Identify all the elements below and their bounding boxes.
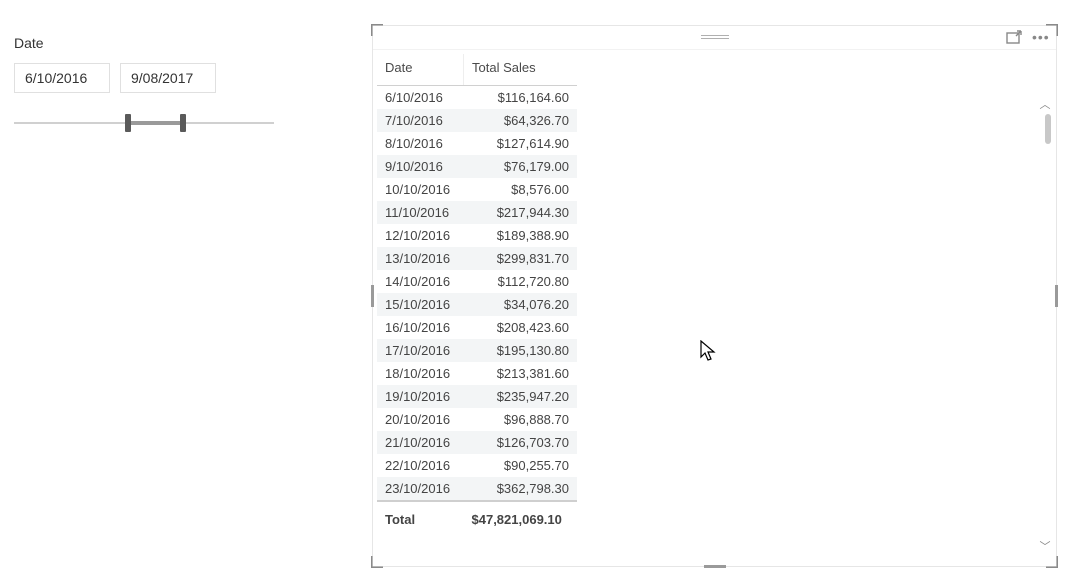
cell-total-sales: $64,326.70 [464,109,578,132]
table-row[interactable]: 22/10/2016$90,255.70 [377,454,577,477]
scroll-down-icon[interactable]: ﹀ [1038,538,1052,552]
cell-date: 11/10/2016 [377,201,464,224]
column-header-date[interactable]: Date [377,54,464,86]
visual-header-icons: ••• [1006,30,1048,46]
cell-total-sales: $112,720.80 [464,270,578,293]
table-row[interactable]: 7/10/2016$64,326.70 [377,109,577,132]
visual-header: ••• [373,26,1056,50]
cell-date: 10/10/2016 [377,178,464,201]
cell-date: 22/10/2016 [377,454,464,477]
cell-date: 13/10/2016 [377,247,464,270]
cell-total-sales: $195,130.80 [464,339,578,362]
drag-handle-icon[interactable] [701,35,729,41]
cell-date: 20/10/2016 [377,408,464,431]
cell-total-sales: $217,944.30 [464,201,578,224]
slicer-handle-start[interactable] [125,114,131,132]
table-row[interactable]: 17/10/2016$195,130.80 [377,339,577,362]
cell-date: 23/10/2016 [377,477,464,501]
table-row[interactable]: 12/10/2016$189,388.90 [377,224,577,247]
table-visual-container[interactable]: ••• Date Total Sales 6/10/2016$116,164.6… [372,25,1057,567]
table-row[interactable]: 10/10/2016$8,576.00 [377,178,577,201]
scroll-up-icon[interactable]: ︿ [1038,96,1052,110]
cell-date: 6/10/2016 [377,86,464,110]
table-row[interactable]: 19/10/2016$235,947.20 [377,385,577,408]
focus-mode-icon[interactable] [1006,30,1022,46]
table-row[interactable]: 23/10/2016$362,798.30 [377,477,577,501]
cell-date: 9/10/2016 [377,155,464,178]
cell-total-sales: $96,888.70 [464,408,578,431]
cell-total-sales: $299,831.70 [464,247,578,270]
sales-table: Date Total Sales 6/10/2016$116,164.607/1… [377,54,577,537]
table-row[interactable]: 8/10/2016$127,614.90 [377,132,577,155]
cell-total-sales: $208,423.60 [464,316,578,339]
cell-date: 19/10/2016 [377,385,464,408]
slicer-track[interactable] [14,113,274,133]
cell-date: 21/10/2016 [377,431,464,454]
table-row[interactable]: 13/10/2016$299,831.70 [377,247,577,270]
slicer-end-input[interactable] [120,63,216,93]
more-options-icon[interactable]: ••• [1032,30,1048,46]
table-row[interactable]: 6/10/2016$116,164.60 [377,86,577,110]
cell-date: 8/10/2016 [377,132,464,155]
cell-total-sales: $235,947.20 [464,385,578,408]
cell-total-sales: $189,388.90 [464,224,578,247]
cell-total-sales: $127,614.90 [464,132,578,155]
cell-total-sales: $8,576.00 [464,178,578,201]
scroll-thumb[interactable] [1045,114,1051,144]
cell-date: 17/10/2016 [377,339,464,362]
table-row[interactable]: 20/10/2016$96,888.70 [377,408,577,431]
cell-date: 12/10/2016 [377,224,464,247]
cell-total-sales: $116,164.60 [464,86,578,110]
cell-date: 18/10/2016 [377,362,464,385]
total-label: Total [377,501,464,537]
cell-total-sales: $362,798.30 [464,477,578,501]
slicer-handle-end[interactable] [180,114,186,132]
cell-total-sales: $213,381.60 [464,362,578,385]
cell-total-sales: $126,703.70 [464,431,578,454]
table-row[interactable]: 15/10/2016$34,076.20 [377,293,577,316]
cell-date: 14/10/2016 [377,270,464,293]
slicer-start-input[interactable] [14,63,110,93]
visual-body: Date Total Sales 6/10/2016$116,164.607/1… [373,50,1056,566]
table-row[interactable]: 16/10/2016$208,423.60 [377,316,577,339]
table-header-row: Date Total Sales [377,54,577,86]
table-row[interactable]: 18/10/2016$213,381.60 [377,362,577,385]
slicer-title: Date [14,35,284,51]
cell-total-sales: $90,255.70 [464,454,578,477]
table-row[interactable]: 9/10/2016$76,179.00 [377,155,577,178]
table-total-row: Total $47,821,069.10 [377,501,577,537]
table-row[interactable]: 11/10/2016$217,944.30 [377,201,577,224]
table-row[interactable]: 21/10/2016$126,703.70 [377,431,577,454]
cell-date: 15/10/2016 [377,293,464,316]
cell-date: 16/10/2016 [377,316,464,339]
table-row[interactable]: 14/10/2016$112,720.80 [377,270,577,293]
cell-date: 7/10/2016 [377,109,464,132]
cell-total-sales: $76,179.00 [464,155,578,178]
date-slicer: Date [14,35,284,133]
total-value: $47,821,069.10 [464,501,578,537]
slicer-range-bar [128,121,183,125]
slicer-inputs [14,63,284,93]
column-header-total-sales[interactable]: Total Sales [464,54,578,86]
cell-total-sales: $34,076.20 [464,293,578,316]
